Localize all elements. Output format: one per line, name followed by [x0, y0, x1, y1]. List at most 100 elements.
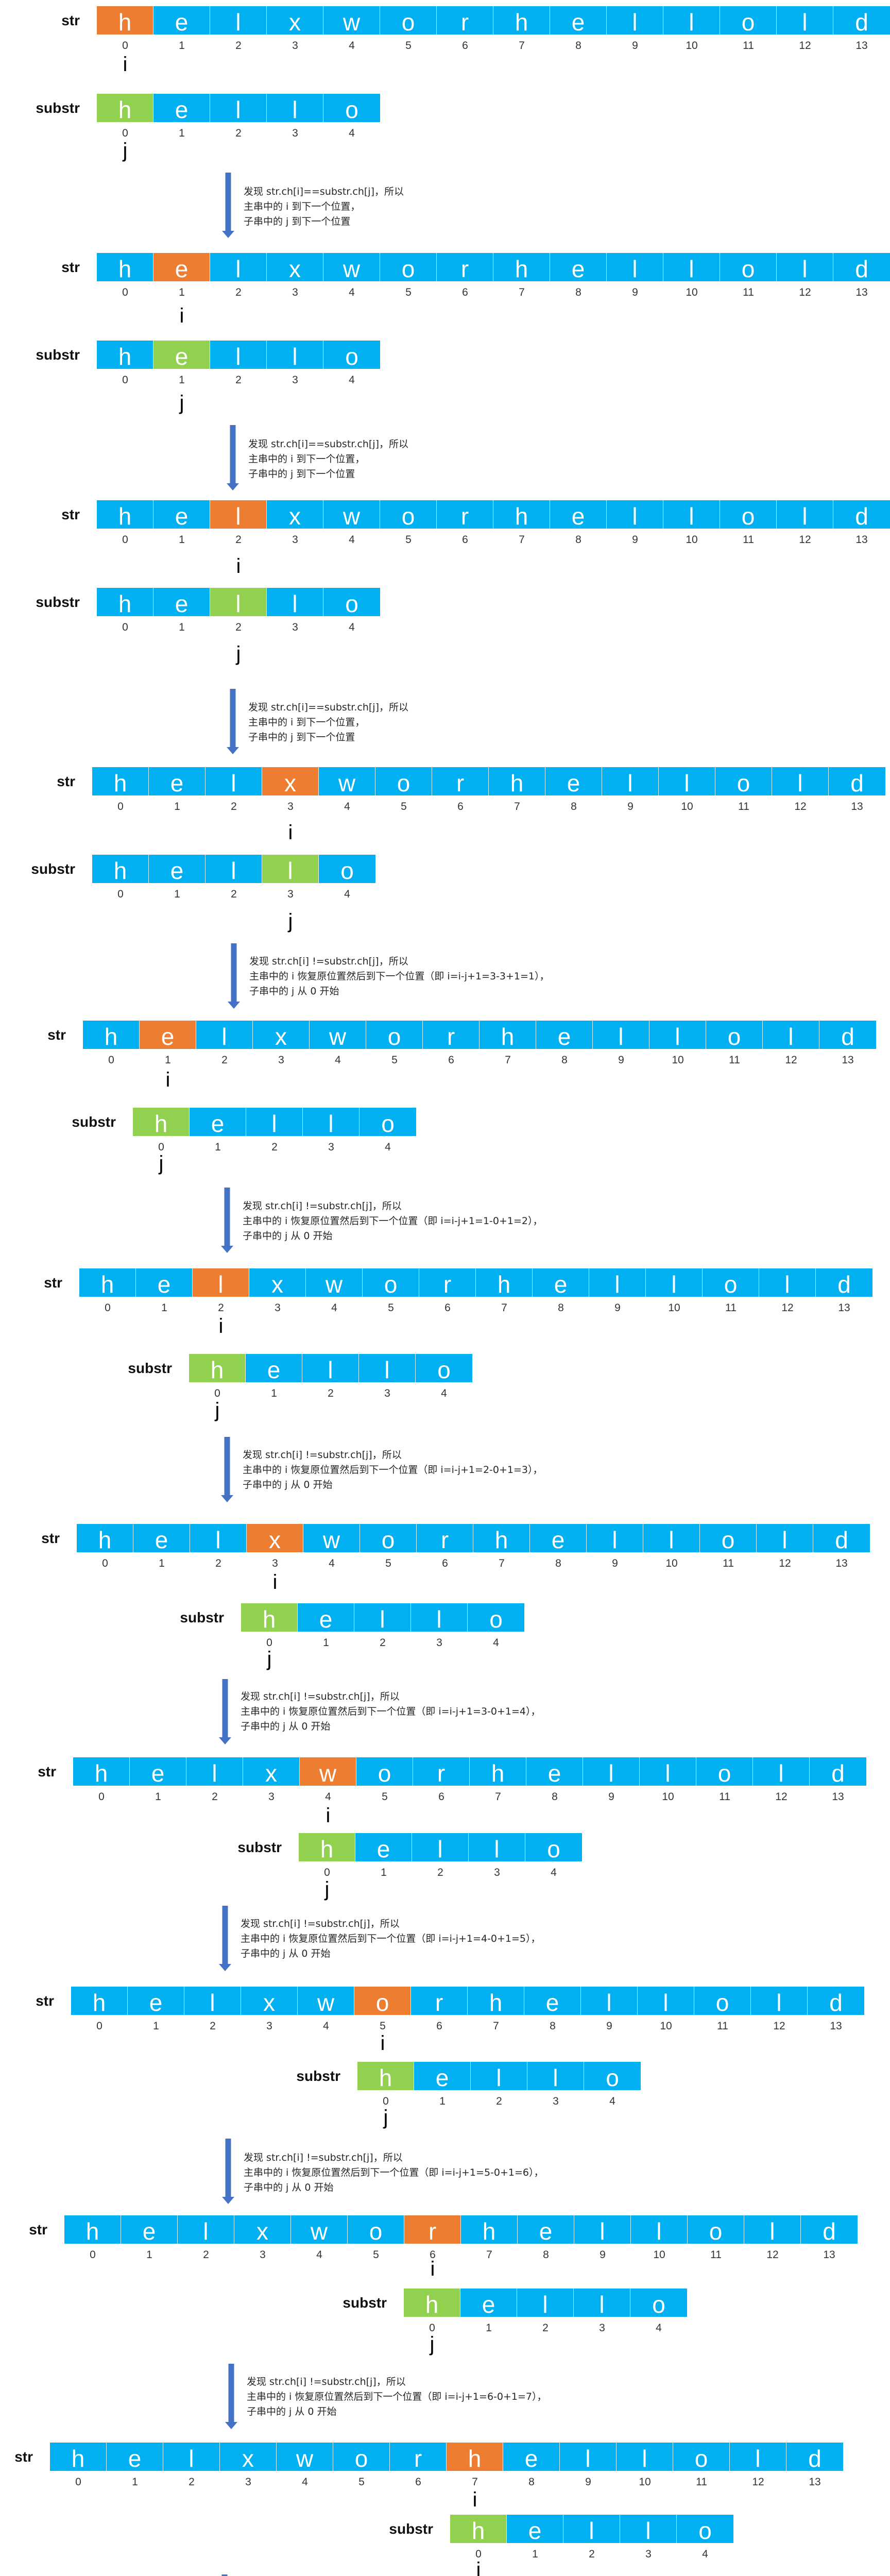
substring-cells: h e l l o	[299, 1833, 582, 1861]
substr-label: substr	[389, 2521, 433, 2537]
str-index-label: 1	[165, 1054, 171, 1066]
str-index-label: 2	[221, 1054, 228, 1066]
str-index-label: 7	[519, 534, 525, 546]
substring-indices: 0 1 2 3 4	[299, 1867, 582, 1878]
substr-index-label: 4	[349, 374, 355, 386]
str-char-cell: l	[617, 2443, 673, 2471]
str-index-label: 3	[268, 1791, 275, 1803]
str-index-label: 4	[344, 801, 350, 812]
substr-label: substr	[36, 100, 80, 116]
str-char-cell: e	[140, 1021, 196, 1049]
str-char-cell: e	[533, 1268, 589, 1297]
str-index-label: 3	[292, 286, 298, 298]
substr-index-label: 2	[328, 1387, 334, 1399]
str-char-cell: r	[404, 2215, 461, 2244]
str-index-label: 4	[316, 2249, 322, 2261]
substr-index-label: 2	[380, 1637, 386, 1649]
step-description-line: 子串中的 j 到下一个位置	[248, 468, 355, 480]
substr-index-label: 1	[179, 621, 185, 633]
str-char-cell: o	[348, 2215, 404, 2244]
str-index-label: 2	[189, 2476, 195, 2488]
str-index-label: 9	[632, 286, 638, 298]
str-index-label: 3	[292, 40, 298, 52]
str-char-cell: h	[493, 6, 550, 35]
substr-char-cell: l	[354, 1603, 411, 1632]
main-string-indices: 0 1 2 3 4 5 6 7 8 9 10 11 12 13	[73, 1791, 866, 1802]
str-char-cell: l	[646, 1268, 703, 1297]
str-char-cell: l	[560, 2443, 617, 2471]
substr-char-cell: l	[267, 341, 323, 369]
main-string-cells: h e l x w o r h e l l o l d	[79, 1268, 872, 1297]
substring-cells: h e l l o	[97, 341, 380, 369]
str-index-label: 11	[710, 2249, 722, 2261]
str-char-cell: e	[545, 767, 602, 795]
str-index-label: 12	[775, 1791, 788, 1803]
main-string-indices: 0 1 2 3 4 5 6 7 8 9 10 11 12 13	[50, 2477, 843, 2487]
substr-index-label: 3	[292, 127, 298, 139]
step-4: str h e l x w o r h e l l o l d 0 1 2 3 …	[0, 767, 890, 1009]
i-pointer: i	[380, 2032, 385, 2055]
str-char-cell: x	[249, 1268, 306, 1297]
substr-char-cell: e	[153, 94, 210, 122]
j-pointer: j	[215, 1399, 220, 1421]
str-char-cell: d	[833, 500, 890, 529]
substr-index-label: 1	[271, 1387, 277, 1399]
str-char-cell: l	[763, 1021, 819, 1049]
str-char-cell: o	[673, 2443, 730, 2471]
str-char-cell: h	[480, 1021, 536, 1049]
str-index-label: 0	[122, 286, 128, 298]
str-index-label: 13	[842, 1054, 854, 1066]
substr-char-cell: h	[189, 1354, 246, 1382]
str-label: str	[36, 1993, 54, 2009]
substr-char-cell: e	[355, 1833, 412, 1861]
str-char-cell: w	[323, 253, 380, 281]
substr-label: substr	[180, 1609, 224, 1625]
substr-label: substr	[31, 861, 75, 877]
str-char-cell: h	[83, 1021, 140, 1049]
step-description: 发现 str.ch[i]==substr.ch[j]，所以 主串中的 i 到下一…	[248, 437, 408, 482]
str-char-cell: o	[366, 1021, 423, 1049]
str-char-cell: w	[303, 1524, 360, 1552]
str-index-label: 12	[799, 286, 811, 298]
step-description-line: 主串中的 i 恢复原位置然后到下一个位置（即 i=i-j+1=6-0+1=7），	[247, 2391, 547, 2402]
substr-index-label: 3	[645, 2548, 652, 2560]
str-index-label: 4	[323, 2020, 329, 2032]
substr-index-label: 2	[235, 374, 242, 386]
substr-char-cell: e	[153, 341, 210, 369]
substr-char-cell: h	[97, 341, 153, 369]
substring-indices: 0 1 2 3 4	[404, 2323, 687, 2333]
str-index-label: 11	[738, 801, 749, 812]
str-index-label: 10	[665, 1557, 678, 1569]
substr-char-cell: l	[262, 855, 319, 883]
step-description: 发现 str.ch[i] !=substr.ch[j]，所以 主串中的 i 恢复…	[244, 2150, 544, 2195]
step-description-line: 子串中的 j 从 0 开始	[241, 1721, 331, 1732]
main-string-indices: 0 1 2 3 4 5 6 7 8 9 10 11 12 13	[77, 1558, 870, 1569]
str-char-cell: e	[550, 6, 607, 35]
str-index-label: 13	[851, 801, 863, 812]
str-index-label: 10	[660, 2020, 672, 2032]
str-index-label: 11	[725, 1302, 737, 1314]
substr-index-label: 1	[439, 2095, 446, 2107]
str-char-cell: e	[530, 1524, 587, 1552]
str-index-label: 8	[575, 286, 581, 298]
str-char-cell: l	[757, 1524, 813, 1552]
str-index-label: 4	[302, 2476, 308, 2488]
str-index-label: 0	[122, 40, 128, 52]
str-index-label: 12	[766, 2249, 779, 2261]
i-pointer: i	[288, 821, 293, 844]
str-char-cell: d	[801, 2215, 858, 2244]
step-description-line: 子串中的 j 从 0 开始	[243, 1230, 333, 1242]
substr-index-label: 3	[292, 374, 298, 386]
str-index-label: 0	[108, 1054, 114, 1066]
str-char-cell: l	[772, 767, 829, 795]
substr-index-label: 0	[117, 888, 124, 900]
substr-index-label: 0	[122, 127, 128, 139]
str-char-cell: l	[663, 500, 720, 529]
main-string-indices: 0 1 2 3 4 5 6 7 8 9 10 11 12 13	[97, 40, 890, 51]
str-index-label: 3	[278, 1054, 284, 1066]
str-index-label: 7	[519, 40, 525, 52]
down-arrow-icon	[219, 1906, 231, 1971]
str-char-cell: o	[380, 6, 437, 35]
substr-index-label: 4	[551, 1867, 557, 1878]
